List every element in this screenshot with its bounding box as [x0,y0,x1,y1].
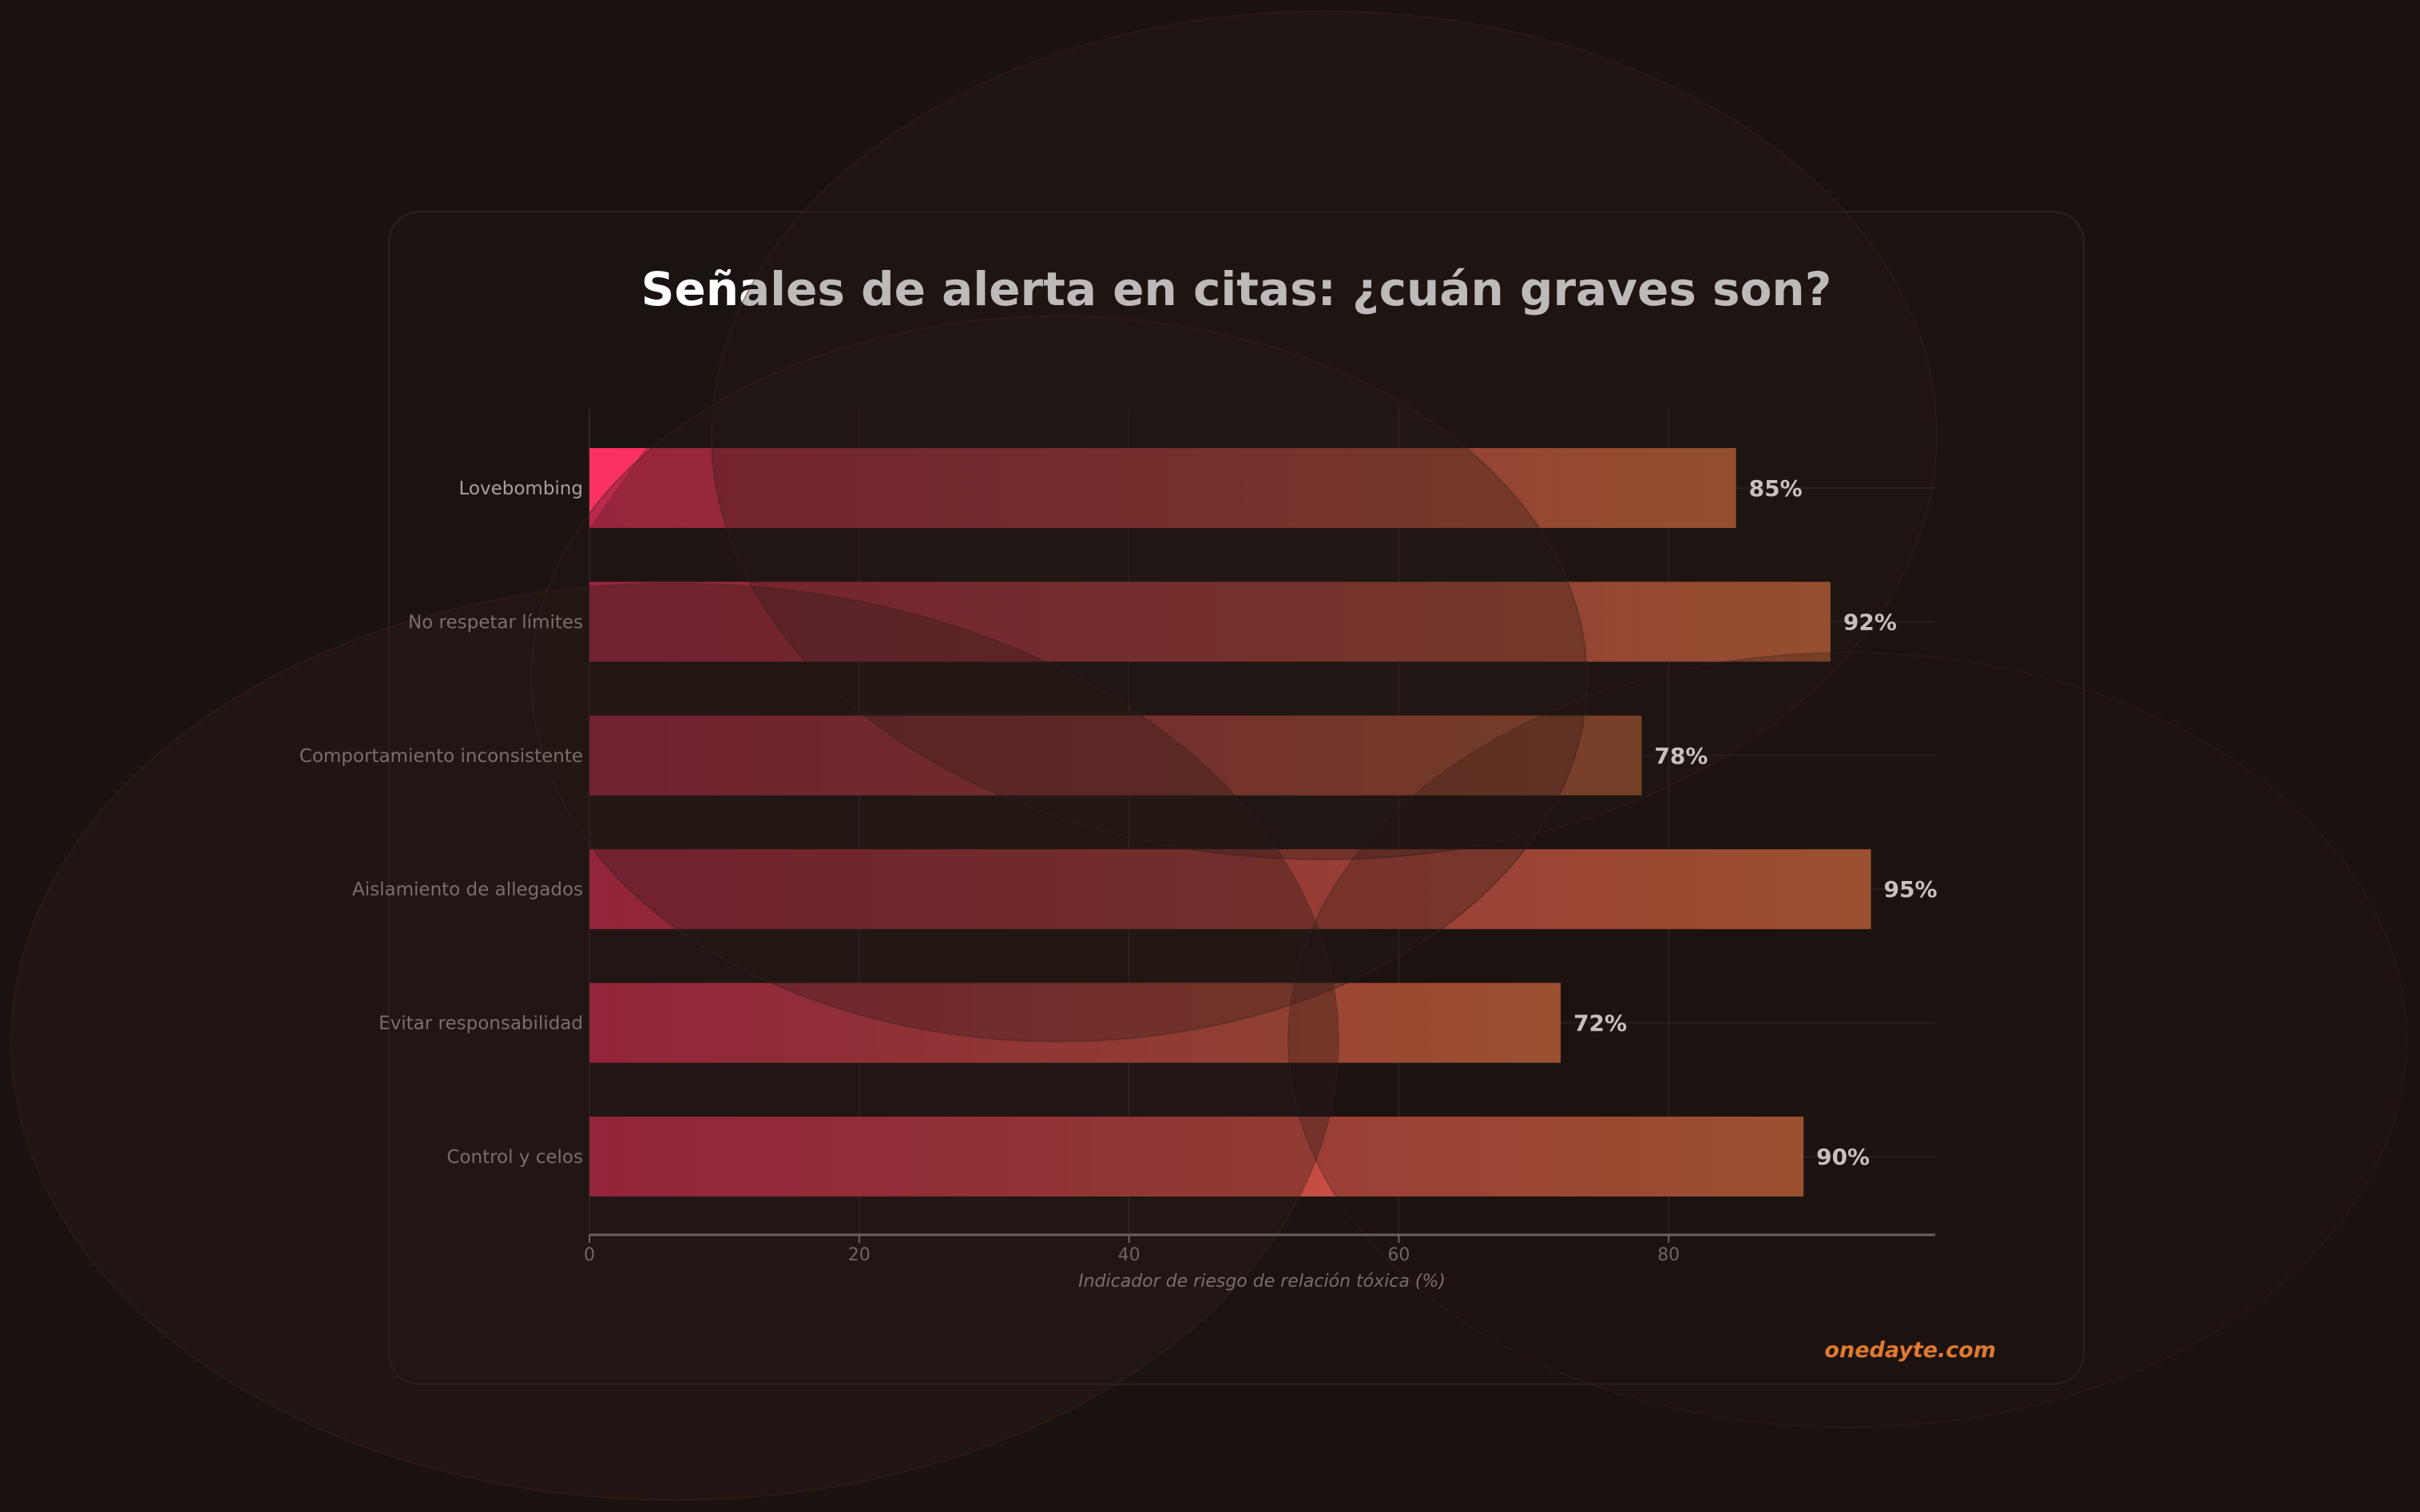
bar [589,715,1642,796]
category-label: Comportamiento inconsistente [300,746,583,767]
chart-title: Señales de alerta en citas: ¿cuán graves… [641,262,1832,316]
category-label: Control y celos [446,1147,583,1168]
decor-circle [1287,652,2407,1428]
value-label: 95% [1884,876,1938,903]
bar [589,581,1831,662]
bar [589,849,1871,930]
decor-circle [530,315,1588,1042]
bar [589,982,1561,1063]
decor-circle [711,10,1938,860]
bar-highlight [589,448,645,528]
x-tick-label: 60 [1387,1245,1410,1265]
bar [589,448,1736,528]
value-label: 85% [1749,475,1803,502]
category-label: No respetar límites [408,612,583,633]
value-label: 92% [1843,609,1897,635]
x-tick-label: 0 [584,1245,595,1265]
bar [589,1117,1804,1197]
value-label: 90% [1816,1144,1870,1170]
x-tick-label: 40 [1118,1245,1141,1265]
value-label: 72% [1573,1010,1627,1037]
x-axis-label: Indicador de riesgo de relación tóxica (… [1078,1272,1446,1292]
value-label: 78% [1654,743,1708,769]
watermark: onedayte.com [1824,1338,1996,1363]
category-label: Evitar responsabilidad [379,1014,583,1034]
x-tick-label: 80 [1657,1245,1680,1265]
category-label: Aislamiento de allegados [352,879,583,900]
bars [589,448,1871,1197]
labels: 0 20 40 60 80 Lovebombing 85% No respetar límit… [300,475,1938,1265]
category-label: Lovebombing [459,478,584,499]
decor-circle [10,582,1339,1501]
x-tick-label: 20 [848,1245,871,1265]
